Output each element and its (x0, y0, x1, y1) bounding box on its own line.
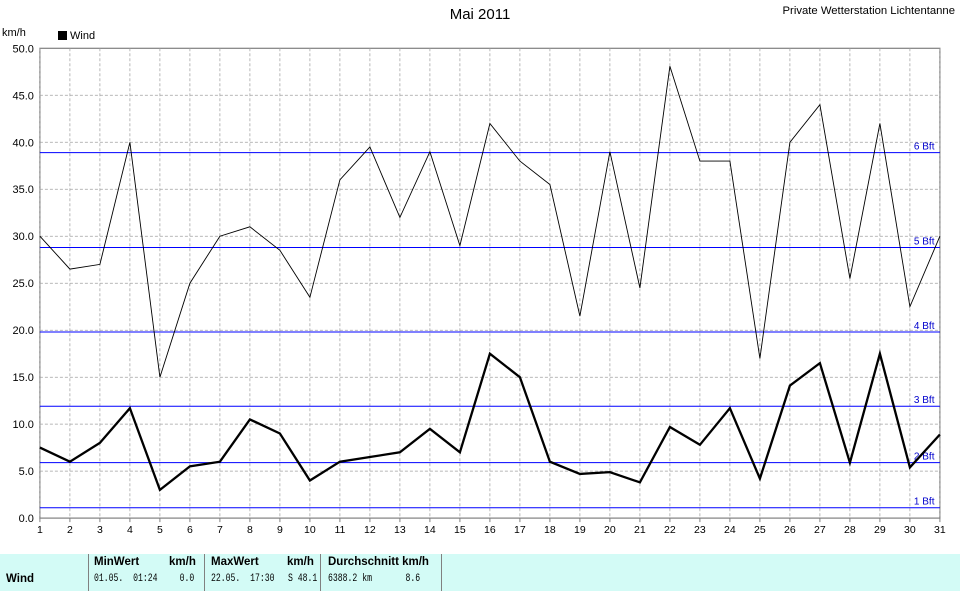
svg-text:10: 10 (304, 524, 316, 536)
svg-text:30.0: 30.0 (12, 231, 33, 243)
svg-text:Private Wetterstation Lichtent: Private Wetterstation Lichtentanne (783, 5, 955, 17)
svg-text:3 Bft: 3 Bft (914, 395, 935, 406)
svg-text:8: 8 (247, 524, 253, 536)
svg-text:27: 27 (814, 524, 826, 536)
svg-text:4 Bft: 4 Bft (914, 321, 935, 332)
svg-text:40.0: 40.0 (12, 137, 33, 149)
svg-text:10.0: 10.0 (12, 419, 33, 431)
svg-text:31: 31 (934, 524, 946, 536)
svg-text:4: 4 (127, 524, 133, 536)
svg-text:1 Bft: 1 Bft (914, 497, 935, 508)
svg-text:22: 22 (664, 524, 676, 536)
svg-text:0.0: 0.0 (19, 513, 34, 525)
svg-text:24: 24 (724, 524, 736, 536)
svg-text:11: 11 (334, 524, 345, 536)
svg-text:1: 1 (37, 524, 43, 536)
svg-text:13: 13 (394, 524, 406, 536)
svg-text:26: 26 (784, 524, 796, 536)
svg-text:2: 2 (67, 524, 73, 536)
svg-text:Mai 2011: Mai 2011 (450, 6, 511, 23)
svg-text:14: 14 (424, 524, 436, 536)
svg-text:12: 12 (364, 524, 376, 536)
svg-text:23: 23 (694, 524, 706, 536)
svg-text:35.0: 35.0 (12, 184, 33, 196)
svg-text:19: 19 (574, 524, 586, 536)
svg-text:7: 7 (217, 524, 223, 536)
svg-text:Wind: Wind (70, 30, 95, 42)
svg-text:5 Bft: 5 Bft (914, 236, 935, 247)
svg-text:28: 28 (844, 524, 856, 536)
svg-text:5.0: 5.0 (19, 466, 34, 478)
svg-text:29: 29 (874, 524, 886, 536)
svg-text:16: 16 (484, 524, 496, 536)
svg-text:25: 25 (754, 524, 766, 536)
svg-text:20.0: 20.0 (12, 325, 33, 337)
svg-text:3: 3 (97, 524, 103, 536)
svg-text:25.0: 25.0 (12, 278, 33, 290)
svg-text:21: 21 (634, 524, 646, 536)
svg-text:20: 20 (604, 524, 616, 536)
svg-text:45.0: 45.0 (12, 90, 33, 102)
svg-text:18: 18 (544, 524, 556, 536)
svg-text:6 Bft: 6 Bft (914, 141, 935, 152)
svg-text:9: 9 (277, 524, 283, 536)
svg-text:50.0: 50.0 (12, 43, 33, 55)
svg-text:17: 17 (514, 524, 526, 536)
svg-text:6: 6 (187, 524, 193, 536)
svg-text:5: 5 (157, 524, 163, 536)
svg-text:15.0: 15.0 (12, 372, 33, 384)
svg-text:30: 30 (904, 524, 916, 536)
svg-text:km/h: km/h (2, 27, 26, 39)
svg-text:15: 15 (454, 524, 466, 536)
